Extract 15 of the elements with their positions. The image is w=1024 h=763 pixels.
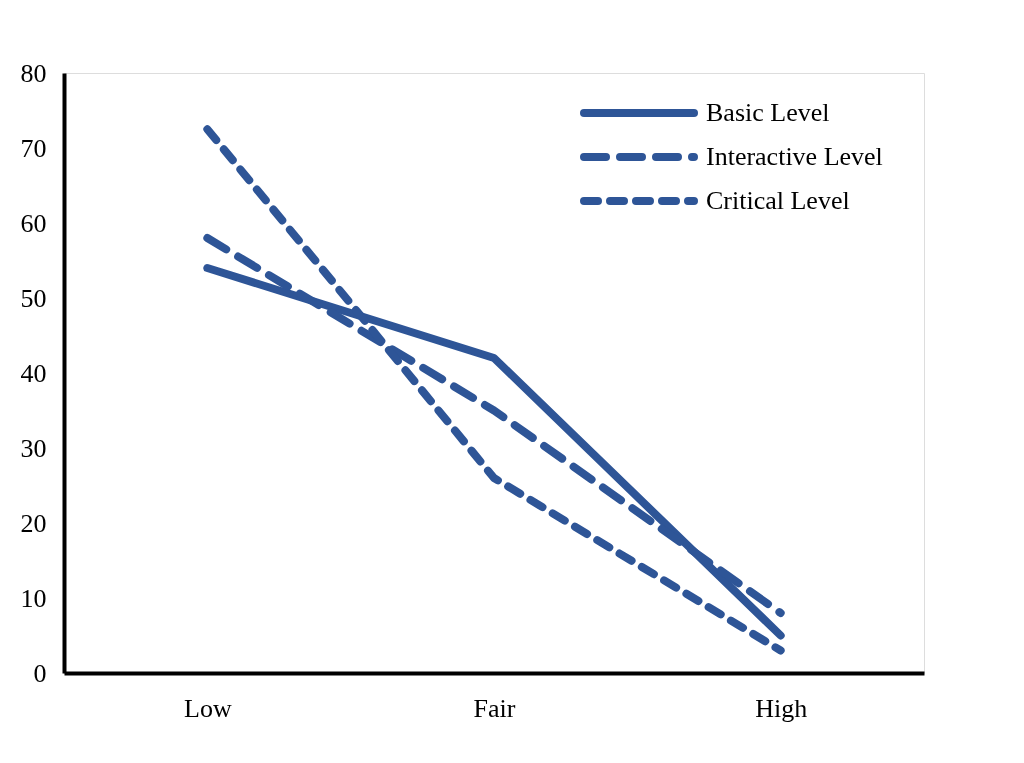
y-tick-label: 70	[20, 133, 47, 163]
y-tick-label: 20	[20, 508, 47, 538]
legend-label: Basic Level	[706, 98, 830, 127]
y-tick-label: 40	[20, 358, 47, 388]
y-tick-label: 60	[20, 208, 47, 238]
x-tick-label: High	[755, 693, 808, 723]
y-tick-label: 10	[20, 583, 47, 613]
x-tick-label: Low	[184, 693, 232, 723]
y-tick-label: 80	[20, 58, 47, 88]
y-tick-label: 0	[33, 658, 47, 688]
legend-label: Critical Level	[706, 186, 850, 215]
y-tick-label: 30	[20, 433, 47, 463]
x-tick-label: Fair	[473, 693, 516, 723]
y-tick-label: 50	[20, 283, 47, 313]
legend-label: Interactive Level	[706, 142, 883, 171]
